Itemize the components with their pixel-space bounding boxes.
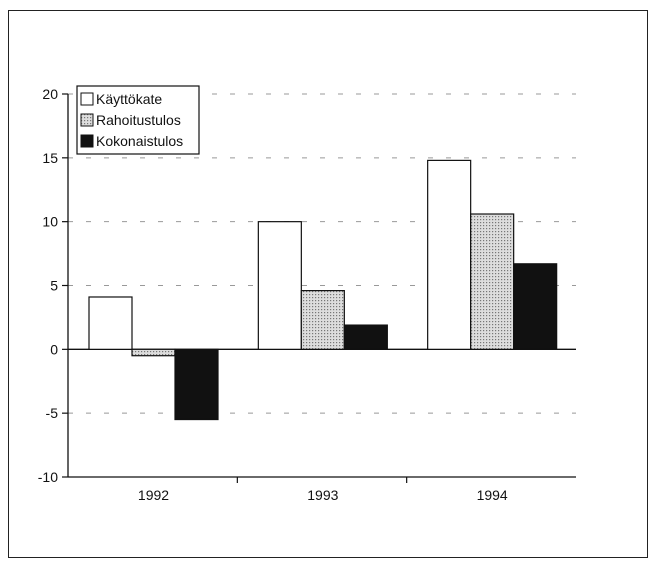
chart-frame [8, 10, 648, 558]
bar [174, 348, 219, 421]
bar [513, 263, 558, 350]
legend-swatch [80, 92, 94, 106]
tick-labels: -10 -5 0 5 10 15 20 1992 1993 1994 [38, 86, 508, 503]
legend-label: Rahoitustulos [96, 112, 181, 128]
legend-swatch [80, 113, 94, 127]
legend-label: Kokonaistulos [96, 133, 183, 149]
legend: Käyttökate Rahoitustulos Kokonaistulos [76, 85, 200, 155]
y-tick-label: -5 [46, 405, 59, 421]
legend-box [76, 85, 200, 155]
bar [300, 290, 345, 350]
gridlines [68, 93, 576, 414]
legend-label: Käyttökate [96, 91, 162, 107]
legend-swatch [80, 134, 94, 148]
bar [131, 348, 176, 357]
x-tick-label: 1994 [477, 487, 508, 503]
y-tick-label: 5 [50, 278, 58, 294]
y-tick-label: 10 [42, 214, 58, 230]
bar [343, 324, 388, 350]
y-tick-label: 20 [42, 86, 58, 102]
bar [427, 159, 472, 350]
y-tick-label: 0 [50, 341, 58, 357]
x-tick-label: 1992 [138, 487, 169, 503]
bar [88, 296, 133, 350]
bars [88, 159, 558, 421]
y-tick-label: 15 [42, 150, 58, 166]
bar [470, 213, 515, 350]
x-tick-label: 1993 [307, 487, 338, 503]
y-tick-label: -10 [38, 469, 58, 485]
bar [257, 221, 302, 350]
